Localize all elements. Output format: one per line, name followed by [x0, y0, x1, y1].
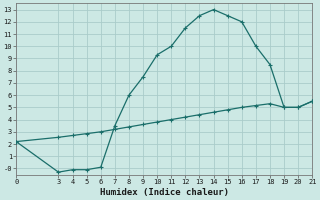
X-axis label: Humidex (Indice chaleur): Humidex (Indice chaleur) — [100, 188, 229, 197]
